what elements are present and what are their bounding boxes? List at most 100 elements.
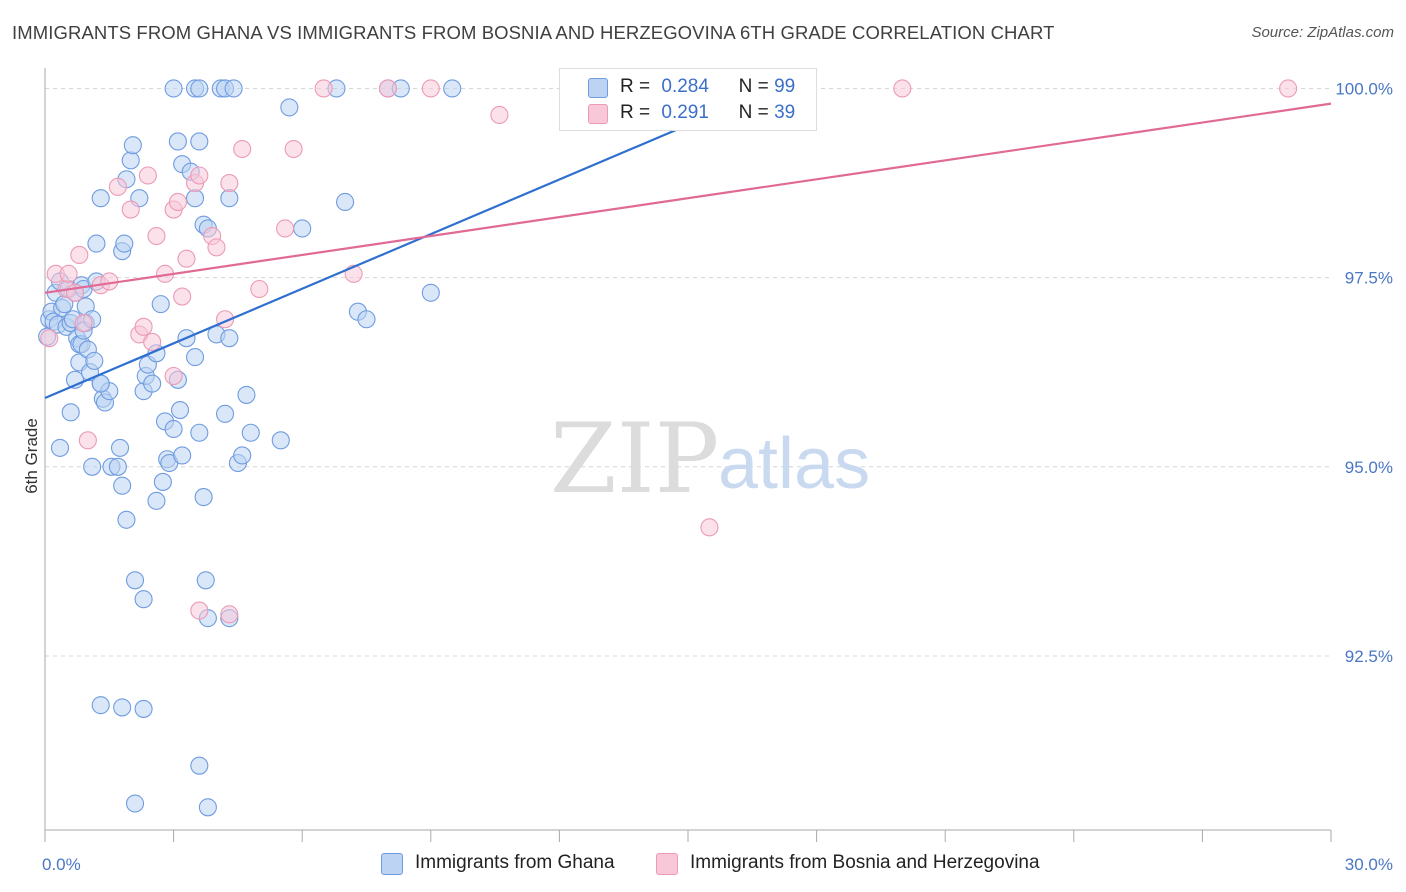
ghana-point <box>83 457 102 476</box>
bosnia-point <box>276 219 295 238</box>
bosnia-point <box>164 366 183 386</box>
chart-title: IMMIGRANTS FROM GHANA VS IMMIGRANTS FROM… <box>12 22 1055 43</box>
ghana-point <box>50 438 70 457</box>
ghana-point <box>224 79 243 98</box>
trend-lines <box>44 87 1332 399</box>
bosnia-point <box>220 605 239 624</box>
tick-labels: 100.0% 97.5% 95.0% 92.5% 0.0% 30.0% <box>42 79 1393 874</box>
bosnia-point <box>220 174 239 193</box>
legend-r-value-bosnia: 0.291 <box>661 102 709 123</box>
ghana-point <box>336 192 355 212</box>
series-legend-label-ghana: Immigrants from Ghana <box>415 852 615 873</box>
ghana-point <box>117 510 136 529</box>
bosnia-point <box>893 79 912 98</box>
watermark-atlas: atlas <box>718 424 870 504</box>
bosnia-point <box>250 279 269 299</box>
bosnia-point <box>190 601 209 620</box>
ghana-point <box>91 189 110 208</box>
series-legend: Immigrants from Ghana Immigrants from Bo… <box>0 852 1406 878</box>
bosnia-point <box>147 226 166 246</box>
ghana-point <box>125 571 145 590</box>
ghana-point <box>237 385 256 404</box>
ghana-point <box>190 423 209 442</box>
bosnia-point <box>168 192 187 212</box>
legend-n-value-ghana: 99 <box>774 76 796 97</box>
ghana-point <box>91 696 110 715</box>
bosnia-point <box>233 139 252 159</box>
ghana-point <box>121 151 140 170</box>
ghana-point <box>113 698 132 717</box>
ghana-point <box>151 295 170 314</box>
bosnia-point <box>74 313 93 333</box>
y-tick-label: 100.0% <box>1335 79 1393 98</box>
ghana-point <box>173 446 192 465</box>
series-legend-swatch-bosnia <box>656 853 678 875</box>
ghana-point <box>190 756 209 775</box>
ghana-point <box>220 329 239 348</box>
bosnia-point <box>421 79 440 98</box>
ghana-point <box>164 79 183 98</box>
ghana-point <box>194 488 213 507</box>
bosnia-trend-line <box>44 102 1332 294</box>
ghana-point <box>241 423 260 442</box>
bosnia-point <box>700 518 719 537</box>
ghana-point <box>185 189 205 208</box>
y-tick-label: 92.5% <box>1345 647 1393 666</box>
axes <box>44 68 1332 842</box>
bosnia-point <box>138 166 157 185</box>
legend-r-value-ghana: 0.284 <box>661 76 709 97</box>
legend-swatch-bosnia <box>588 104 608 124</box>
ghana-point <box>115 234 134 253</box>
bosnia-point <box>108 177 127 196</box>
ghana-point <box>153 472 172 491</box>
ghana-point <box>87 234 106 253</box>
bosnia-point <box>190 166 209 185</box>
legend-swatch-ghana <box>588 78 608 98</box>
ghana-trend-line <box>44 87 775 399</box>
ghana-point <box>125 794 145 813</box>
bosnia-point <box>177 249 196 268</box>
bosnia-point <box>378 79 397 98</box>
bosnia-point <box>59 264 78 283</box>
ghana-point <box>110 438 130 457</box>
grid-lines <box>45 87 1331 657</box>
legend-r-label: R = <box>620 102 651 123</box>
bosnia-point <box>40 329 59 348</box>
y-axis-label: 6th Grade <box>22 418 41 494</box>
ghana-point <box>147 491 166 510</box>
ghana-point <box>143 374 162 393</box>
x-tick-label: 30.0% <box>1345 855 1393 874</box>
chart-source: Source: ZipAtlas.com <box>1251 24 1394 41</box>
bosnia-point <box>284 139 303 159</box>
bosnia-point <box>173 287 192 306</box>
ghana-point <box>170 401 190 420</box>
ghana-point <box>164 419 183 439</box>
ghana-point <box>421 283 440 302</box>
ghana-point <box>233 446 252 465</box>
x-tick-label: 0.0% <box>42 855 81 874</box>
ghana-point <box>196 571 215 590</box>
ghana-point <box>190 79 209 98</box>
ghana-point <box>215 404 235 423</box>
ghana-point <box>443 79 462 98</box>
ghana-point <box>293 219 312 238</box>
ghana-point <box>85 351 104 370</box>
stats-legend: R = 0.284 N = 99 R = 0.291 N = 39 <box>559 68 817 131</box>
series-legend-swatch-ghana <box>381 853 403 875</box>
legend-n-label: N = <box>738 102 769 123</box>
ghana-point <box>113 476 132 495</box>
watermark-zip: ZIP <box>550 403 719 515</box>
legend-n-value-bosnia: 39 <box>774 102 796 123</box>
bosnia-point <box>490 105 509 125</box>
ghana-point <box>271 431 290 450</box>
ghana-point <box>185 348 205 367</box>
bosnia-point <box>143 332 162 352</box>
bosnia-point <box>121 200 140 219</box>
ghana-point <box>280 98 299 117</box>
ghana-point <box>108 457 127 476</box>
series-legend-label-bosnia: Immigrants from Bosnia and Herzegovina <box>690 852 1040 873</box>
ghana-point <box>190 132 209 151</box>
ghana-point <box>357 310 376 329</box>
bosnia-point <box>1279 79 1298 98</box>
